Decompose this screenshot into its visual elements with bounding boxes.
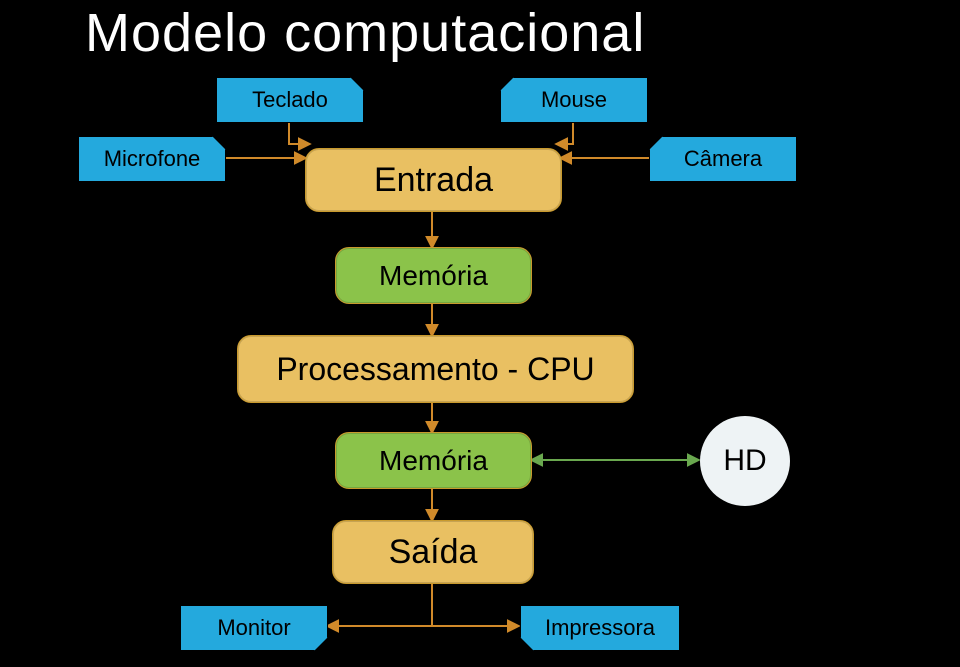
circle-label: HD <box>723 444 766 478</box>
box-memoria1: Memória <box>335 247 532 304</box>
edge-mouse-entrada <box>557 121 573 144</box>
box-memoria2: Memória <box>335 432 532 489</box>
box-label: Entrada <box>374 161 493 200</box>
box-cpu: Processamento - CPU <box>237 335 634 403</box>
device-tag-monitor: Monitor <box>180 605 328 651</box>
box-entrada: Entrada <box>305 148 562 212</box>
edge-saida-impressora <box>432 584 518 626</box>
tag-label: Teclado <box>252 87 328 113</box>
box-label: Processamento - CPU <box>276 351 594 388</box>
device-tag-mouse: Mouse <box>500 77 648 123</box>
diagram-stage: Modelo computacional Teclado Mouse Micro… <box>0 0 960 667</box>
diagram-title: Modelo computacional <box>85 2 645 64</box>
device-tag-teclado: Teclado <box>216 77 364 123</box>
box-label: Saída <box>389 533 478 572</box>
device-tag-impressora: Impressora <box>520 605 680 651</box>
tag-label: Microfone <box>104 146 201 172</box>
edge-saida-monitor <box>328 584 432 626</box>
tag-label: Impressora <box>545 615 655 641</box>
circle-hd: HD <box>700 416 790 506</box>
box-saida: Saída <box>332 520 534 584</box>
tag-label: Monitor <box>217 615 290 641</box>
device-tag-camera: Câmera <box>649 136 797 182</box>
edge-teclado-entrada <box>289 121 309 144</box>
box-label: Memória <box>379 260 488 292</box>
tag-label: Mouse <box>541 87 607 113</box>
box-label: Memória <box>379 445 488 477</box>
tag-label: Câmera <box>684 146 762 172</box>
device-tag-microfone: Microfone <box>78 136 226 182</box>
